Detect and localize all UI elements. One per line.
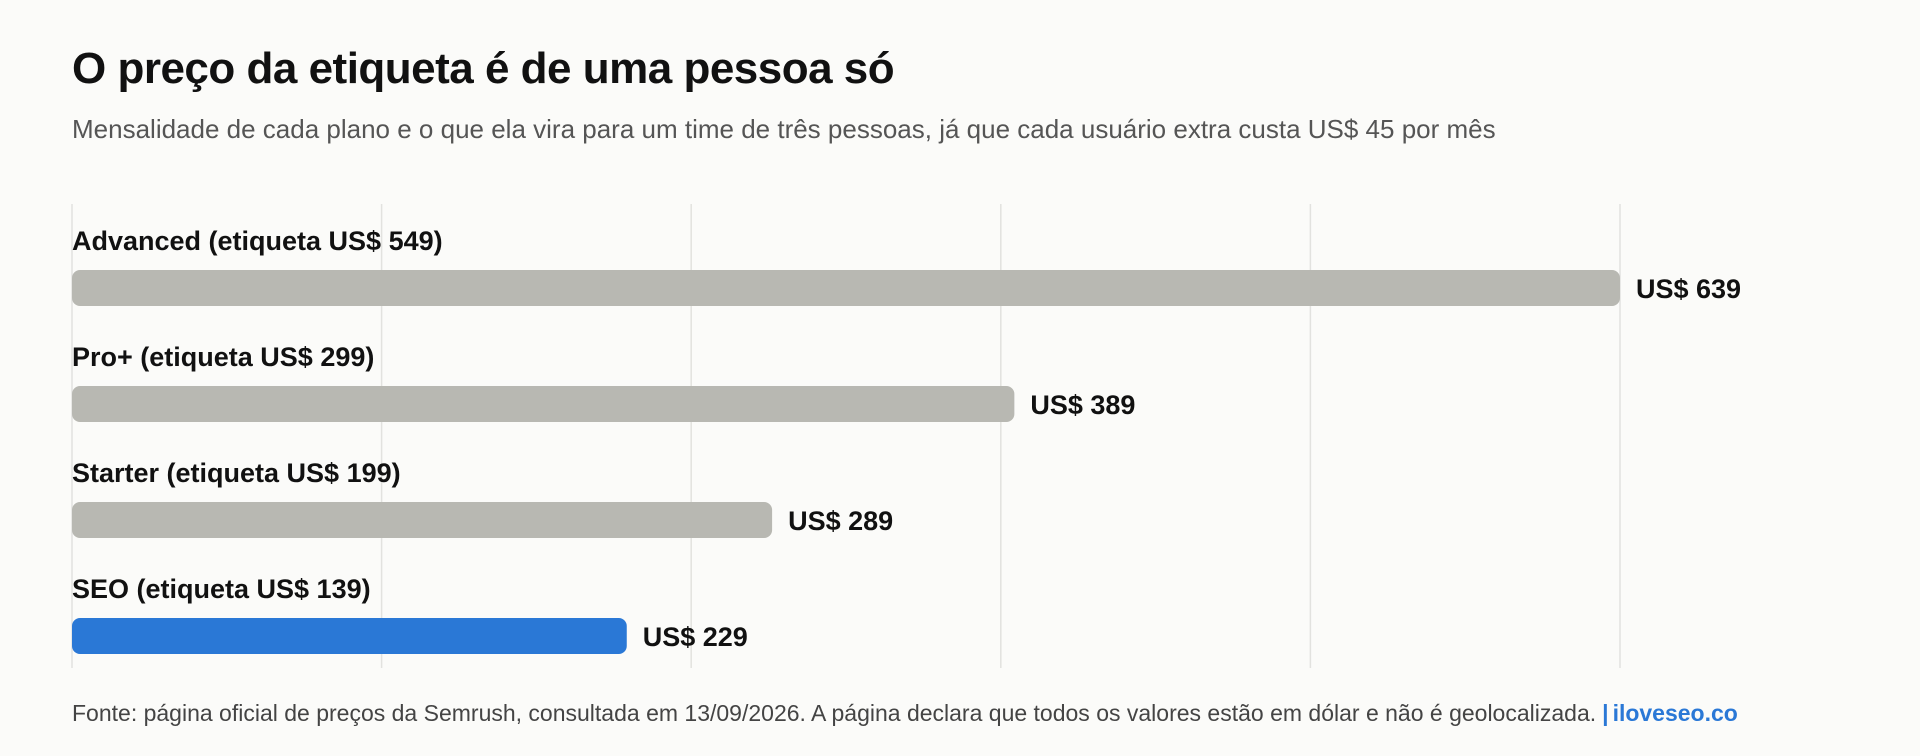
- bar: [72, 270, 1620, 306]
- source-note: Fonte: página oficial de preços da Semru…: [72, 700, 1597, 726]
- bar: [72, 502, 773, 538]
- value-label: US$ 289: [788, 506, 893, 536]
- value-label: US$ 639: [1636, 274, 1741, 304]
- category-label: Advanced (etiqueta US$ 549): [72, 226, 443, 256]
- bar: [72, 386, 1015, 422]
- value-label: US$ 229: [643, 622, 748, 652]
- source-footer: Fonte: página oficial de preços da Semru…: [72, 700, 1738, 727]
- value-label: US$ 389: [1030, 390, 1135, 420]
- bar-chart: Advanced (etiqueta US$ 549) US$ 639 Pro+ (…: [71, 204, 1741, 668]
- brand-link[interactable]: iloveseo.co: [1612, 700, 1738, 726]
- category-label: Starter (etiqueta US$ 199): [72, 458, 401, 488]
- chart-subtitle: Mensalidade de cada plano e o que ela vi…: [72, 114, 1496, 144]
- footer-separator: |: [1602, 700, 1609, 726]
- highlighted-bar: [72, 618, 627, 654]
- chart-title: O preço da etiqueta é de uma pessoa só: [72, 44, 895, 93]
- category-label: Pro+ (etiqueta US$ 299): [72, 342, 374, 372]
- category-label: SEO (etiqueta US$ 139): [72, 574, 371, 604]
